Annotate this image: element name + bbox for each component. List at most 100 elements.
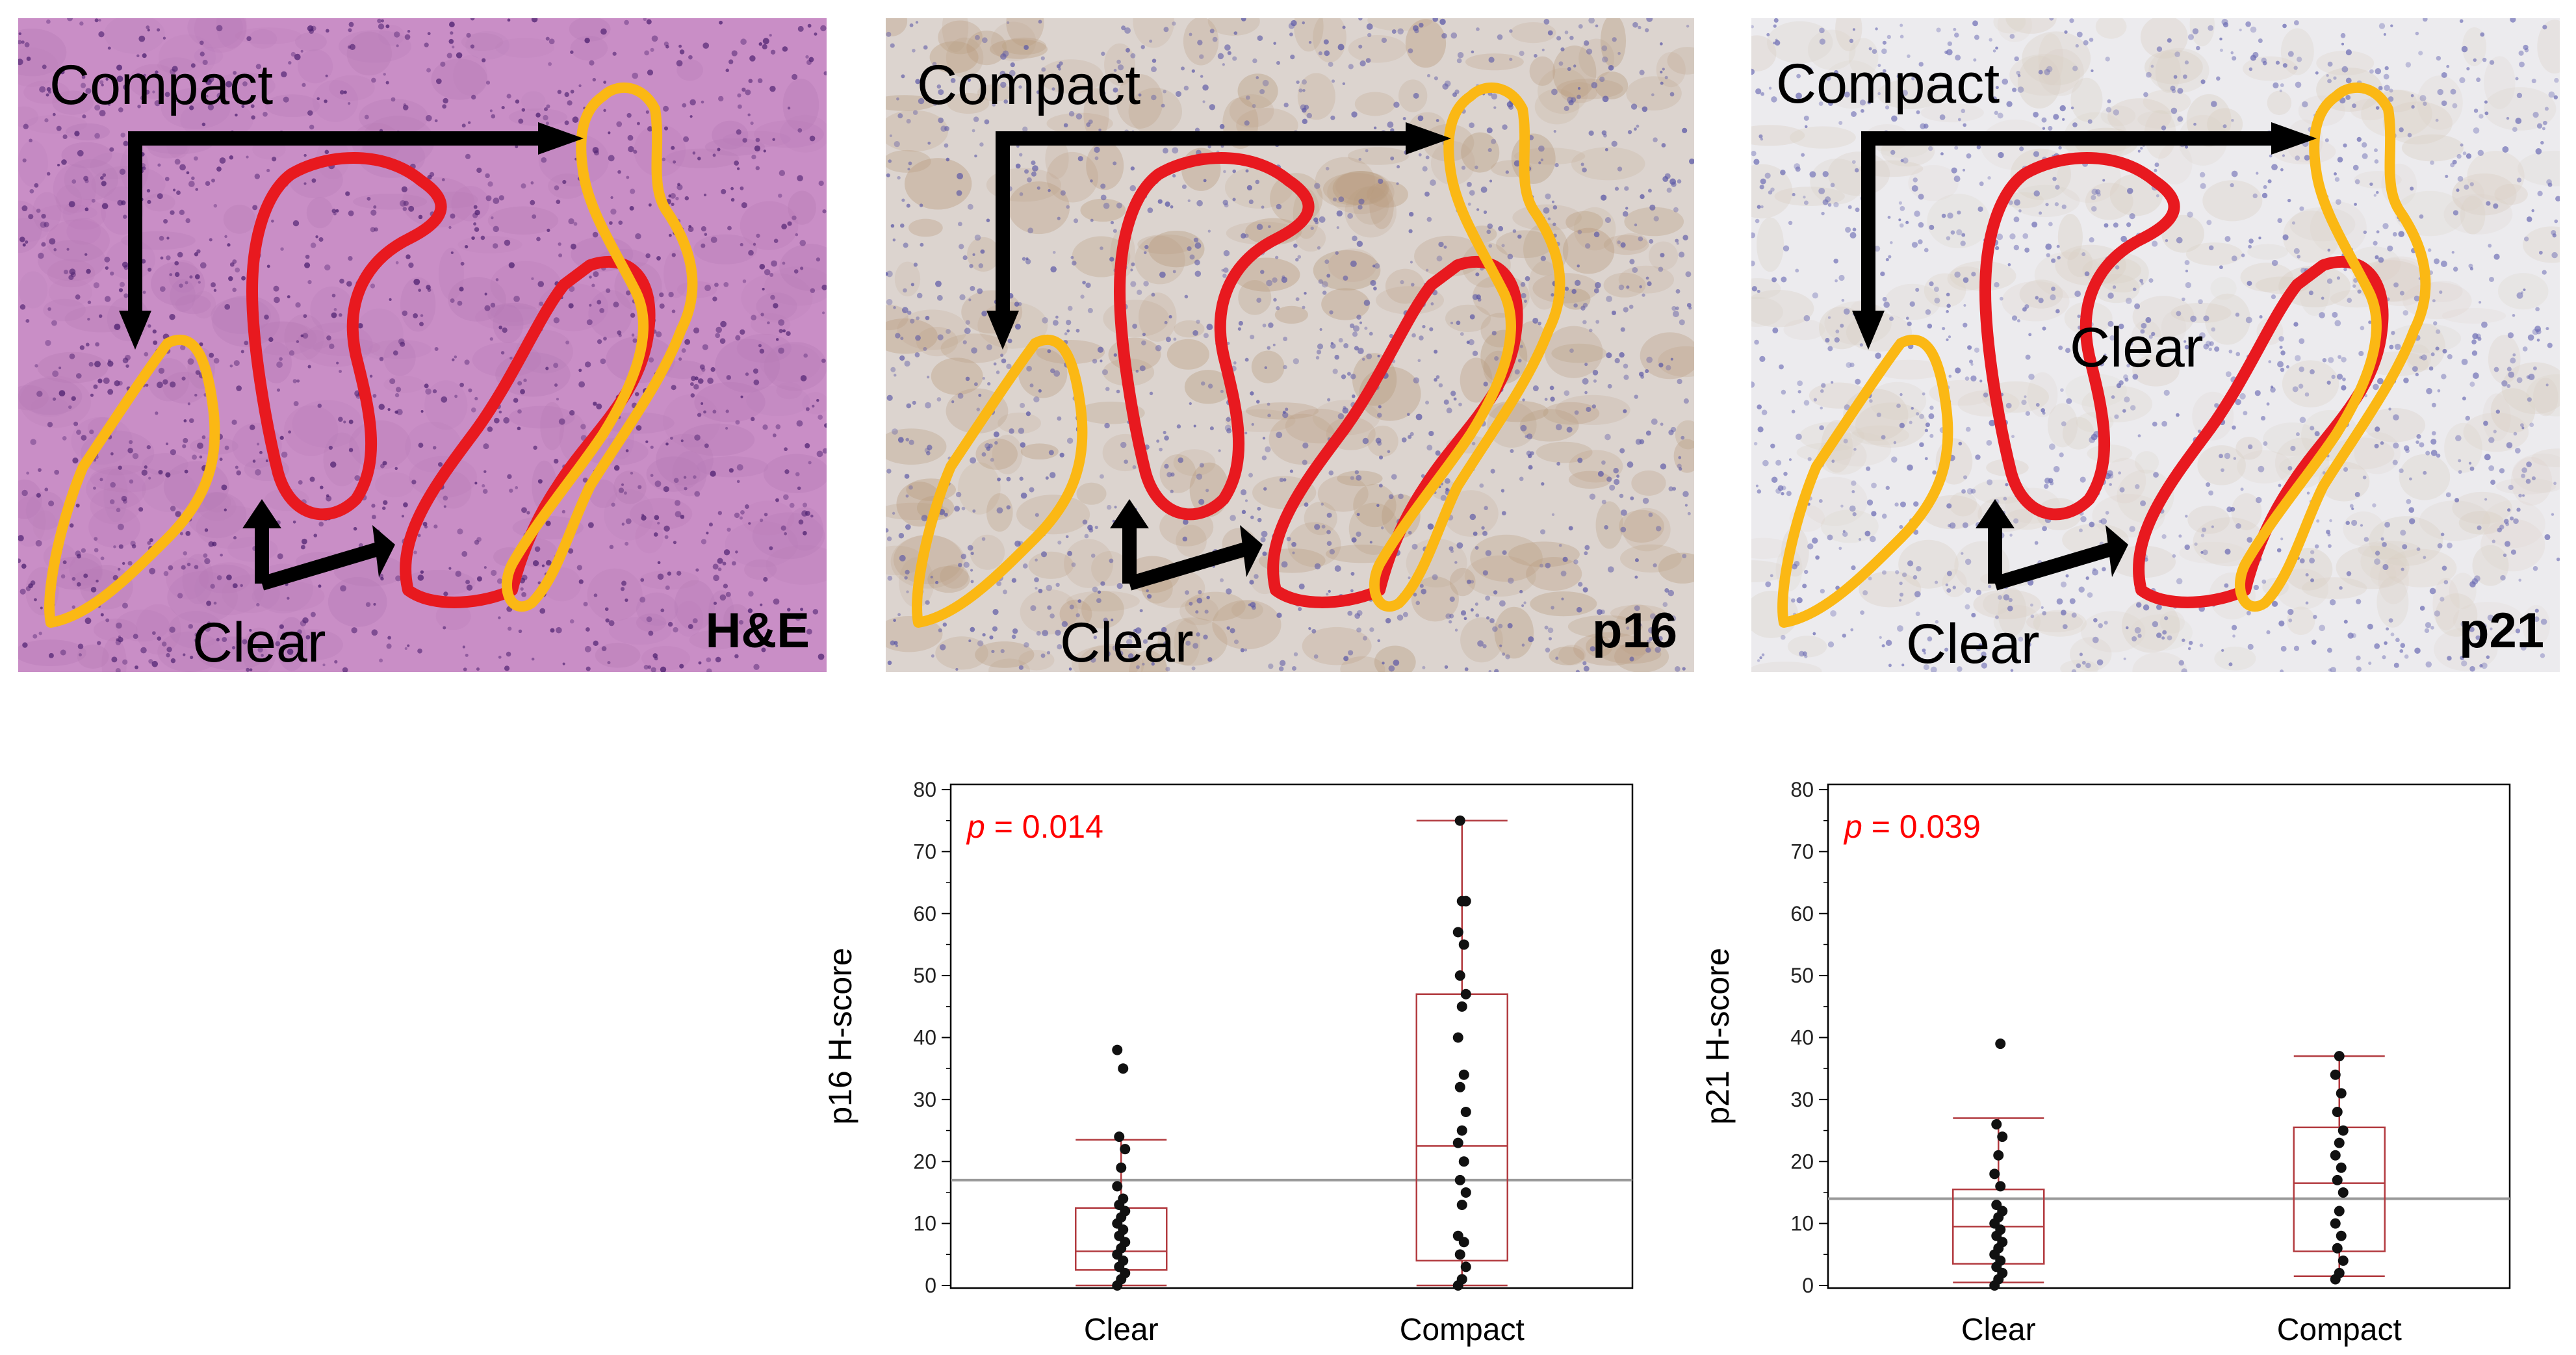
nucleus <box>396 44 399 47</box>
nucleus <box>1758 134 1763 138</box>
nucleus <box>304 262 311 268</box>
nucleus <box>732 617 736 622</box>
tissue-cluster <box>786 507 823 551</box>
nucleus <box>2522 346 2528 352</box>
nucleus <box>2518 578 2521 582</box>
nucleus <box>1019 192 1024 196</box>
nucleus <box>1664 587 1669 593</box>
nucleus <box>153 340 158 345</box>
nucleus <box>281 451 288 458</box>
nucleus <box>2190 315 2197 322</box>
nucleus <box>484 305 491 311</box>
nucleus <box>1397 614 1404 621</box>
nucleus <box>1206 324 1213 331</box>
nucleus <box>2415 440 2419 445</box>
nucleus <box>1528 465 1533 470</box>
nucleus <box>1918 239 1923 244</box>
nucleus <box>1468 339 1475 346</box>
nucleus <box>693 475 697 479</box>
nucleus <box>1206 595 1210 600</box>
nucleus <box>1602 96 1609 103</box>
nucleus <box>87 318 90 321</box>
nucleus <box>1393 101 1400 108</box>
nucleus <box>457 528 463 535</box>
nucleus <box>148 476 151 480</box>
nucleus <box>1783 245 1790 252</box>
nucleus <box>1845 227 1851 233</box>
nucleus <box>396 409 403 415</box>
nucleus <box>1477 640 1484 647</box>
nucleus <box>118 288 123 292</box>
nucleus <box>992 103 996 107</box>
tissue-cluster <box>1148 230 1205 268</box>
nucleus <box>597 339 602 344</box>
nucleus <box>1402 612 1408 617</box>
tissue-cluster <box>723 604 751 636</box>
nucleus <box>2263 441 2268 446</box>
nucleus <box>2345 49 2352 56</box>
tissue-cluster <box>754 120 824 148</box>
nucleus <box>2447 542 2453 548</box>
nucleus <box>1068 667 1072 671</box>
nucleus <box>1025 259 1031 265</box>
nucleus <box>1350 476 1355 480</box>
nucleus <box>728 59 734 64</box>
nucleus <box>1040 653 1046 658</box>
nucleus <box>348 28 352 32</box>
nucleus <box>46 19 51 24</box>
nucleus <box>1075 328 1080 333</box>
nucleus <box>1353 325 1360 332</box>
panel-p21: Compact Clear Clear p21 <box>1751 18 2560 672</box>
tissue-cluster <box>242 627 277 672</box>
tissue-cluster <box>1949 491 1977 517</box>
tissue-cluster <box>674 580 715 631</box>
nucleus <box>2553 95 2558 99</box>
nucleus <box>727 226 732 231</box>
nucleus <box>1775 488 1781 494</box>
nucleus <box>2199 332 2206 339</box>
tissue-cluster <box>1046 151 1098 203</box>
nucleus <box>1139 365 1146 372</box>
nucleus <box>2477 149 2484 157</box>
nucleus <box>141 259 146 264</box>
nucleus <box>1314 183 1320 189</box>
nucleus <box>47 307 51 311</box>
tissue-cluster <box>490 261 561 309</box>
nucleus <box>2430 450 2438 456</box>
nucleus <box>1163 641 1168 647</box>
nucleus <box>2008 200 2013 205</box>
nucleus <box>1110 618 1114 622</box>
nucleus <box>1165 337 1172 342</box>
nucleus <box>1367 32 1372 38</box>
nucleus <box>2388 96 2394 102</box>
nucleus <box>1556 36 1562 41</box>
nucleus <box>474 482 478 485</box>
nucleus <box>772 138 775 141</box>
nucleus <box>383 73 386 76</box>
nucleus <box>1173 337 1177 341</box>
nucleus <box>373 205 377 209</box>
nucleus <box>1326 541 1332 546</box>
nucleus <box>2070 106 2074 110</box>
nucleus <box>2295 81 2302 88</box>
nucleus <box>1619 493 1624 498</box>
nucleus <box>1684 504 1688 507</box>
nucleus <box>1365 149 1369 153</box>
tissue-cluster <box>1534 88 1580 125</box>
nucleus <box>290 51 296 57</box>
nucleus <box>897 113 903 119</box>
tissue-cluster <box>2510 457 2553 506</box>
nucleus <box>222 637 227 642</box>
nucleus <box>798 519 804 525</box>
tissue-cluster <box>2103 458 2146 504</box>
nucleus <box>487 181 493 187</box>
nucleus <box>1582 320 1587 324</box>
nucleus <box>2392 459 2398 465</box>
nucleus <box>950 78 956 83</box>
nucleus <box>1771 96 1777 103</box>
nucleus <box>1262 79 1269 86</box>
nucleus <box>1918 222 1924 228</box>
nucleus <box>904 576 908 580</box>
nucleus <box>1541 48 1545 51</box>
nucleus <box>302 83 306 87</box>
